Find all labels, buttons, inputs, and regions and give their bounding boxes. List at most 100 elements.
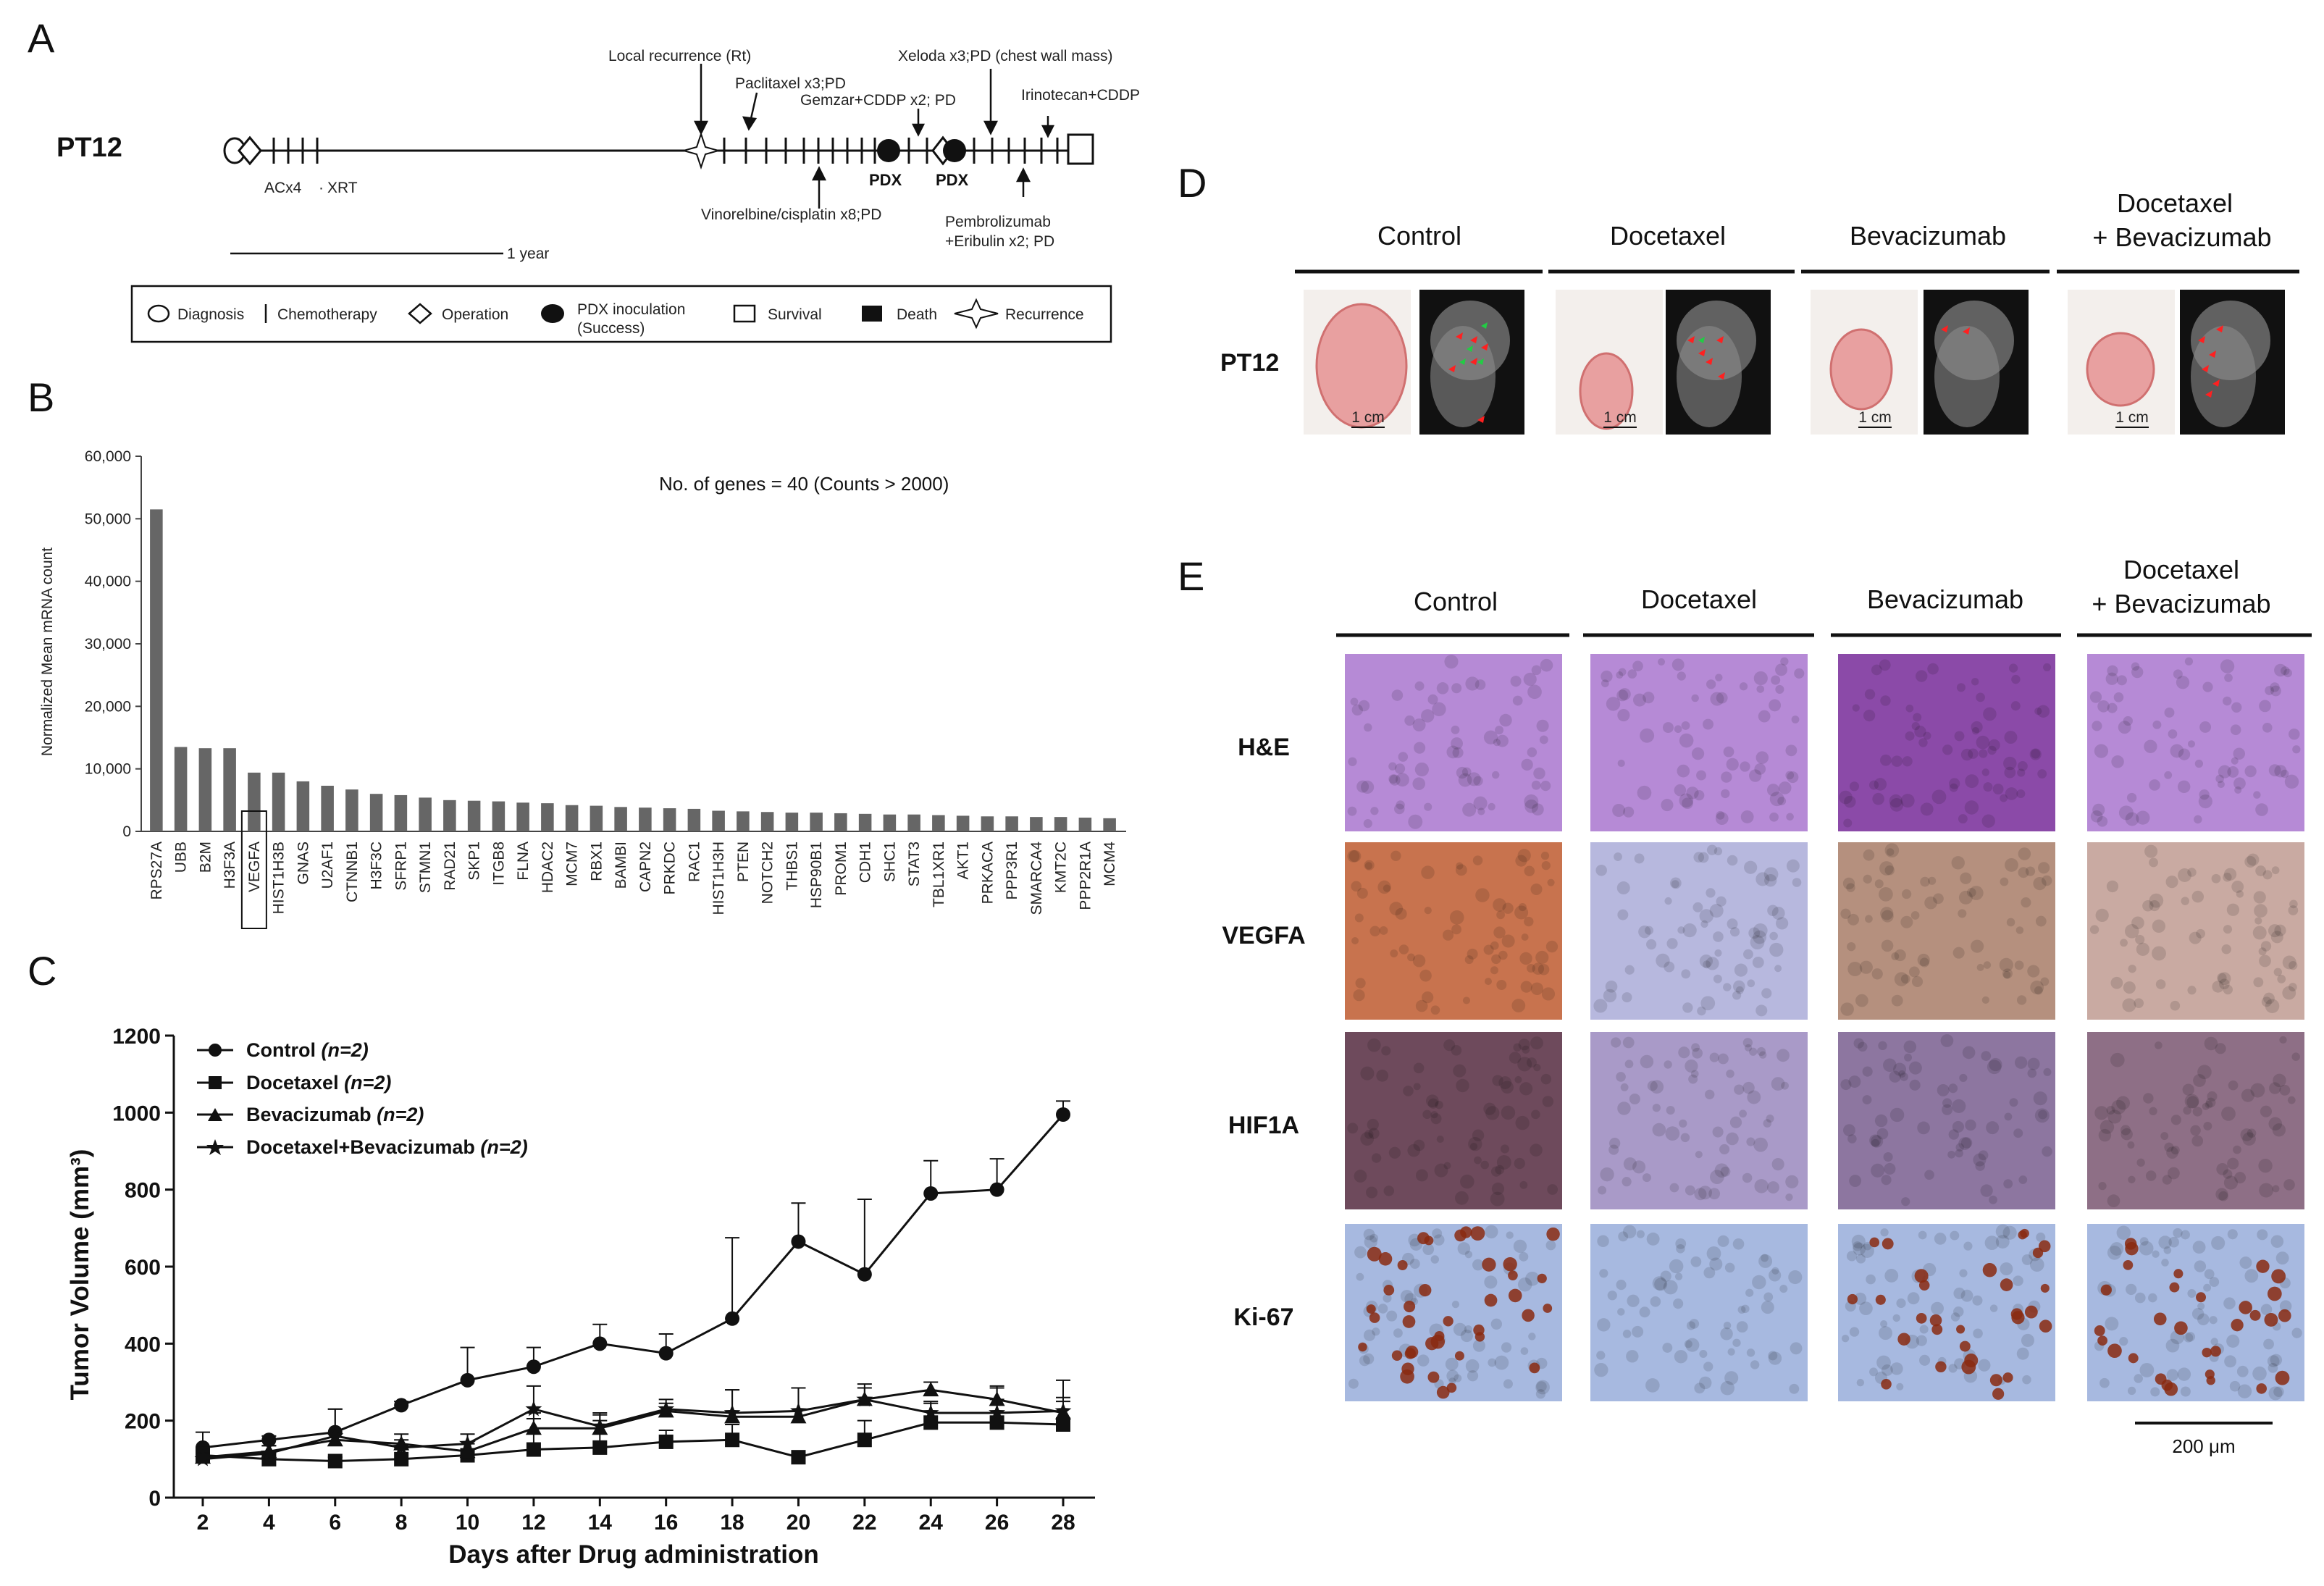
histology-tile: [1838, 1032, 2055, 1209]
panel-e-grid: H&E VEGFA HIF1A Ki-67: [1222, 654, 2304, 1401]
bar-STMN1: [419, 797, 432, 831]
bar-SFRP1: [394, 794, 408, 831]
bar-label-PPP3R1: PPP3R1: [1004, 842, 1020, 900]
bar-FLNA: [516, 802, 529, 831]
data-point: [261, 1444, 277, 1461]
histology-tile: [1345, 654, 1562, 831]
panel-d-images: 1 cm 1 cm 1 cm 1 cm: [1304, 290, 2285, 435]
series-0: [196, 1100, 1070, 1455]
line-x-tick-label: 18: [720, 1511, 744, 1535]
bar-NOTCH2: [760, 812, 774, 831]
panel-label-a: A: [28, 15, 55, 61]
bar-MCM4: [1103, 818, 1116, 831]
legend-survival: Survival: [768, 306, 822, 323]
data-point: [857, 1267, 872, 1282]
bar-y-tick-label: 30,000: [85, 636, 131, 653]
bar-RAC1: [687, 808, 701, 831]
line-y-tick-label: 800: [125, 1179, 161, 1203]
arrow-marker: [1687, 336, 1695, 343]
arrow-marker: [1456, 332, 1463, 340]
e-row-label: H&E: [1238, 734, 1290, 761]
line-y-tick-label: 1200: [112, 1025, 161, 1049]
bar-SKP1: [467, 800, 481, 831]
series-line: [202, 1388, 1064, 1459]
series-line: [202, 1114, 1065, 1449]
bar-PRKACA: [981, 816, 994, 831]
data-point: [327, 1453, 343, 1469]
panel-label-b: B: [28, 374, 54, 420]
bar-label-HIST1H3B: HIST1H3B: [271, 842, 288, 914]
bar-label-RAD21: RAD21: [442, 842, 458, 891]
line-x-tick-label: 20: [786, 1511, 810, 1535]
d-header-combo-1: Docetaxel: [2117, 188, 2233, 218]
cm-scale-label: 1 cm: [1351, 409, 1385, 426]
bar-label-PRKACA: PRKACA: [979, 842, 996, 904]
bar-y-tick-label: 10,000: [85, 761, 131, 778]
bar-HIST1H3H: [712, 810, 725, 831]
bar-label-GNAS: GNAS: [295, 842, 311, 885]
tumor-volume-line-chart: Days after Drug administration Tumor Vol…: [66, 1025, 1095, 1569]
legend-death: Death: [897, 306, 937, 323]
data-point: [393, 1438, 410, 1455]
bar-PROM1: [834, 813, 847, 831]
bar-KMT2C: [1054, 817, 1067, 831]
arrow-marker: [1470, 336, 1477, 343]
panel-d-headers: Control Docetaxel Bevacizumab Docetaxel …: [1220, 188, 2299, 377]
bar-label-STAT3: STAT3: [906, 842, 923, 886]
data-point: [194, 1450, 211, 1467]
line-x-tick-label: 4: [263, 1511, 275, 1535]
bar-label-PPP2R1A: PPP2R1A: [1077, 842, 1094, 910]
data-point: [459, 1435, 476, 1451]
arrow-marker: [1481, 343, 1488, 351]
legend-docetaxel: Docetaxel (n=2): [246, 1072, 391, 1094]
event-paclitaxel: Paclitaxel x3;PD: [735, 75, 846, 92]
data-point: [791, 1234, 806, 1249]
data-point: [261, 1432, 277, 1448]
arrow-marker: [2198, 336, 2205, 343]
bar-label-SHC1: SHC1: [881, 842, 898, 882]
e-row-label: HIF1A: [1228, 1112, 1299, 1139]
data-point: [1056, 1107, 1070, 1122]
survival-icon: [1067, 133, 1094, 165]
line-x-tick-label: 12: [521, 1511, 545, 1535]
event-pembrolizumab-2: +Eribulin x2; PD: [945, 233, 1054, 250]
bar-label-AKT1: AKT1: [955, 842, 972, 880]
histology-tile: [2087, 842, 2304, 1020]
bar-CDH1: [858, 813, 872, 831]
bar-H3F3A: [223, 748, 236, 831]
bar-PPP3R1: [1005, 816, 1018, 831]
chemotherapy-ticks-2: [723, 138, 876, 164]
line-y-tick-label: 200: [125, 1410, 161, 1434]
histology-tile: [2087, 1224, 2304, 1401]
bar-y-tick-label: 50,000: [85, 511, 131, 527]
line-x-tick-label: 8: [395, 1511, 408, 1535]
data-point: [525, 1400, 542, 1417]
bar-MCM7: [565, 805, 579, 831]
bar-label-STMN1: STMN1: [417, 842, 434, 893]
bar-TBL1XR1: [932, 815, 945, 831]
bar-RPS27A: [150, 509, 163, 831]
timeline-legend: Diagnosis Chemotherapy Operation PDX ino…: [130, 285, 1112, 343]
line-y-tick-label: 1000: [112, 1102, 161, 1125]
pdx-success-icon-2: [943, 139, 966, 162]
data-point: [525, 1420, 542, 1435]
data-point: [923, 1415, 939, 1430]
event-irinotecan: Irinotecan+CDDP: [1021, 87, 1140, 104]
histology-tile: [1590, 654, 1808, 831]
line-x-tick-label: 6: [329, 1511, 341, 1535]
arrow-marker: [2212, 379, 2220, 387]
arrow-marker: [1941, 325, 1948, 332]
bar-BAMBI: [614, 807, 627, 831]
death-legend-icon: [862, 306, 882, 322]
legend-bevacizumab: Bevacizumab (n=2): [246, 1104, 424, 1125]
bar-CTNNB1: [345, 789, 358, 831]
data-point: [526, 1442, 541, 1457]
series-line: [202, 1421, 1064, 1463]
data-point: [791, 1450, 806, 1465]
bar-label-SKP1: SKP1: [466, 842, 483, 881]
panel-e-scale: 200 μm: [2135, 1422, 2273, 1457]
operation-legend-icon: [408, 303, 432, 324]
bar-label-RPS27A: RPS27A: [148, 842, 165, 900]
green-marker: [1481, 322, 1488, 329]
data-point: [989, 1182, 1004, 1197]
